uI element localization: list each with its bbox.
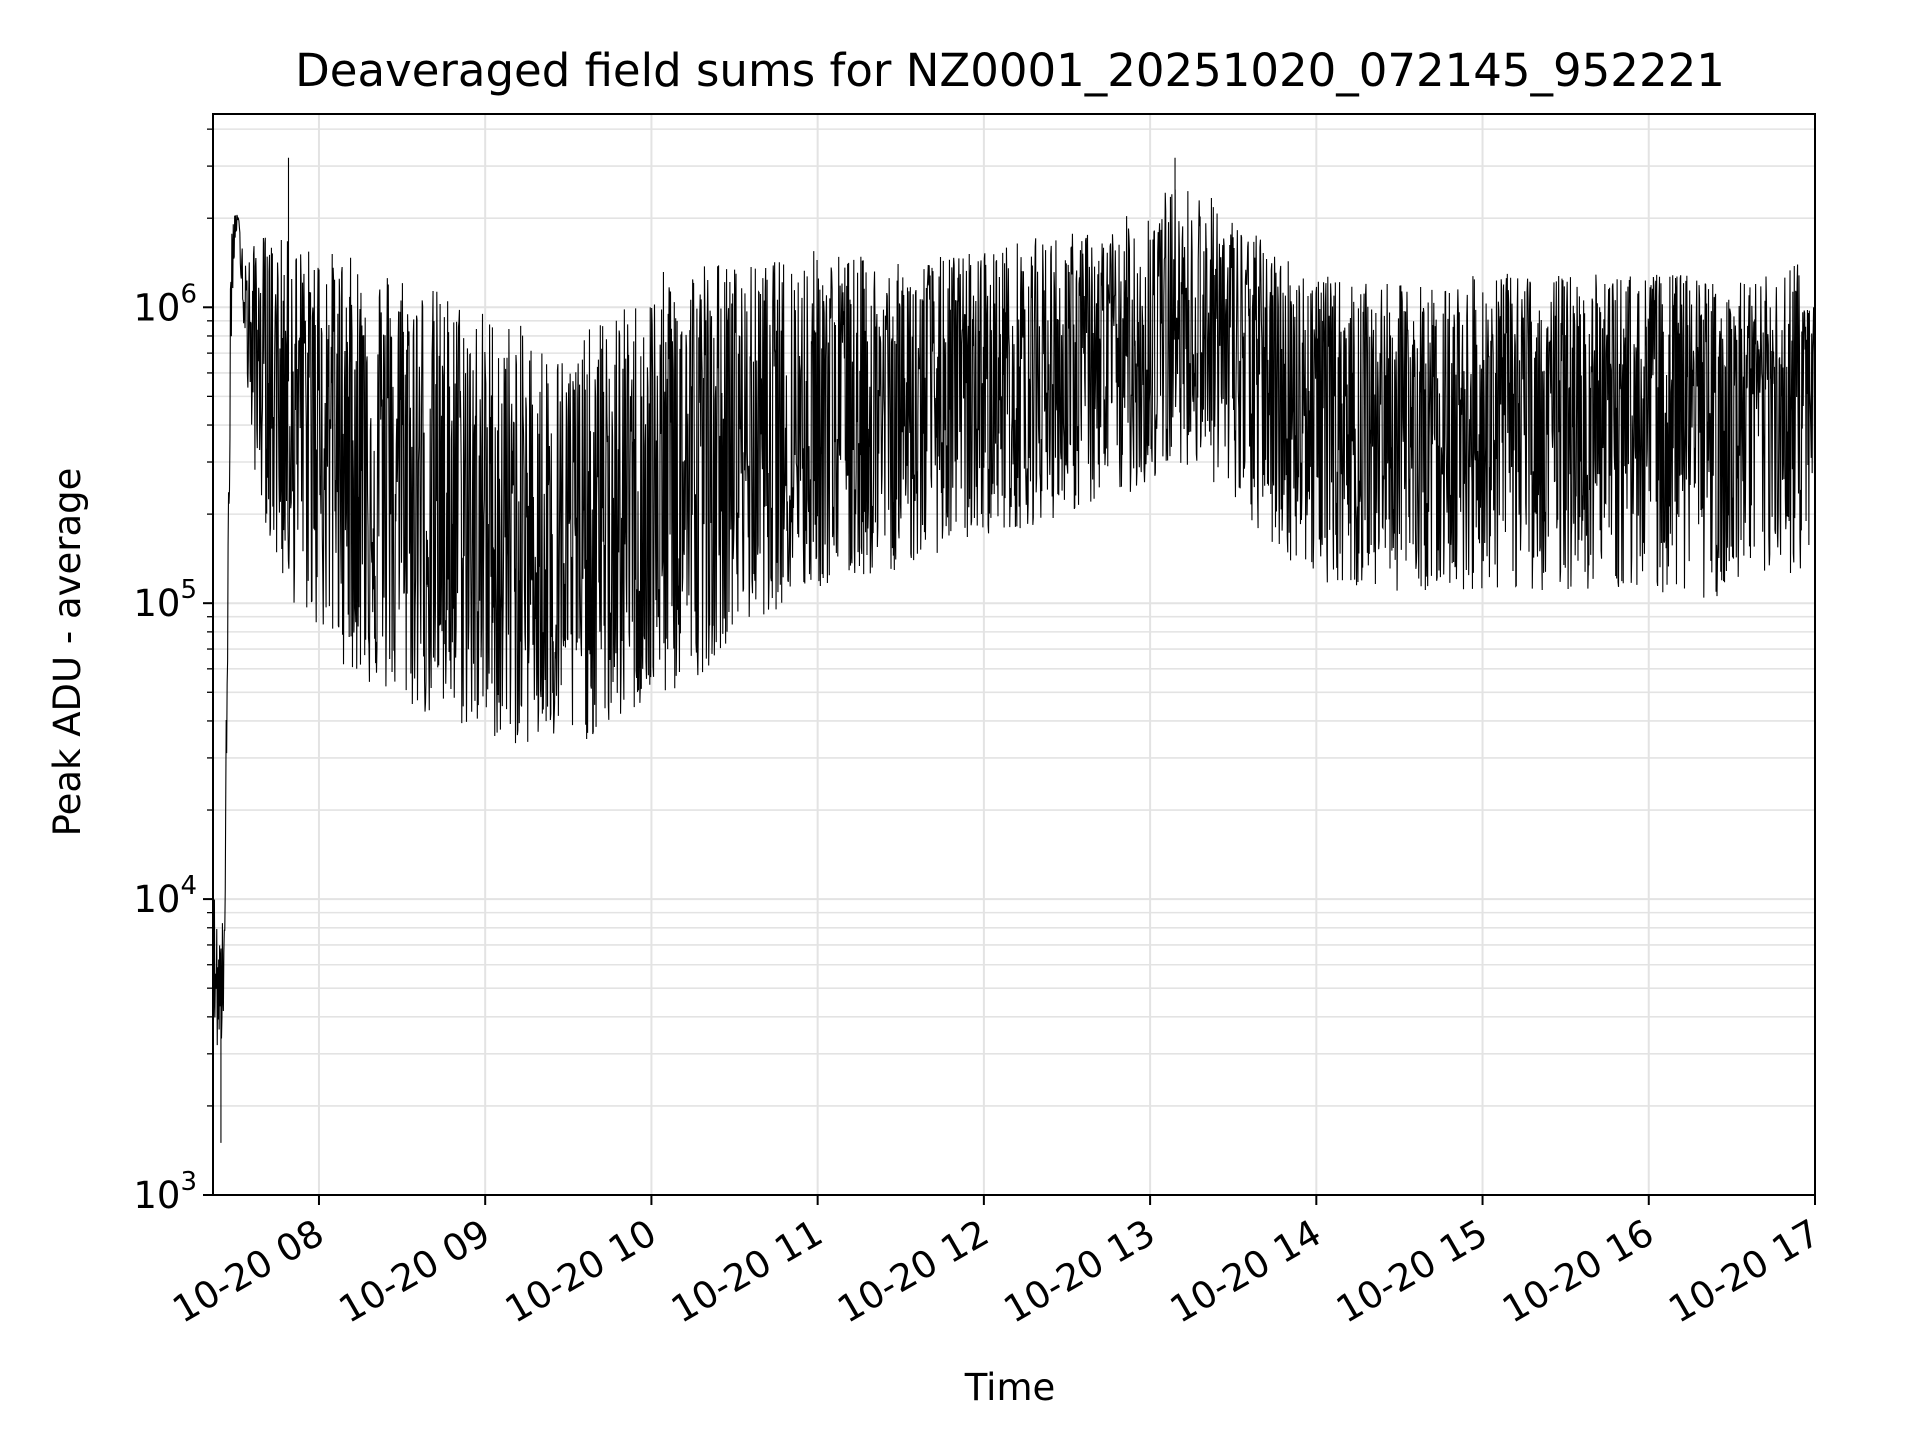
chart-title: Deaveraged field sums for NZ0001_2025102… [295, 44, 1725, 97]
y-tick-exponent: 3 [180, 1167, 197, 1197]
y-tick-base: 10 [133, 1174, 180, 1217]
y-tick-base: 10 [133, 286, 180, 329]
y-tick-label: 103 [133, 1167, 197, 1217]
y-tick-label: 105 [133, 575, 197, 625]
y-tick-exponent: 4 [180, 871, 197, 901]
plot-frame [212, 113, 1816, 1196]
y-axis-label: Peak ADU - average [46, 468, 89, 837]
plot-data [212, 157, 1816, 1143]
x-axis-label: Time [964, 1366, 1056, 1409]
y-tick-label: 104 [133, 871, 197, 921]
y-tick-label: 106 [133, 279, 197, 329]
y-tick-base: 10 [133, 582, 180, 625]
series-spikes [220, 157, 1176, 1143]
y-tick-base: 10 [133, 878, 180, 921]
series-line [212, 189, 1816, 1046]
y-tick-exponent: 5 [180, 575, 197, 605]
y-tick-exponent: 6 [180, 279, 197, 309]
